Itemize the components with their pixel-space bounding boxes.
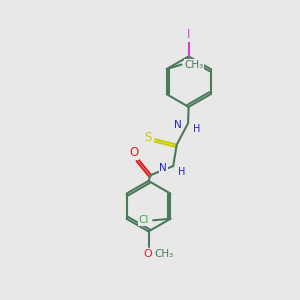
Text: O: O [143,249,152,259]
Text: O: O [129,146,139,160]
Text: H: H [193,124,200,134]
Text: H: H [178,167,185,177]
Text: CH₃: CH₃ [154,249,174,259]
Text: N: N [174,120,182,130]
Text: I: I [187,28,190,41]
Text: N: N [160,163,167,172]
Text: CH₃: CH₃ [184,59,204,70]
Text: S: S [144,131,152,144]
Text: Cl: Cl [139,215,149,225]
